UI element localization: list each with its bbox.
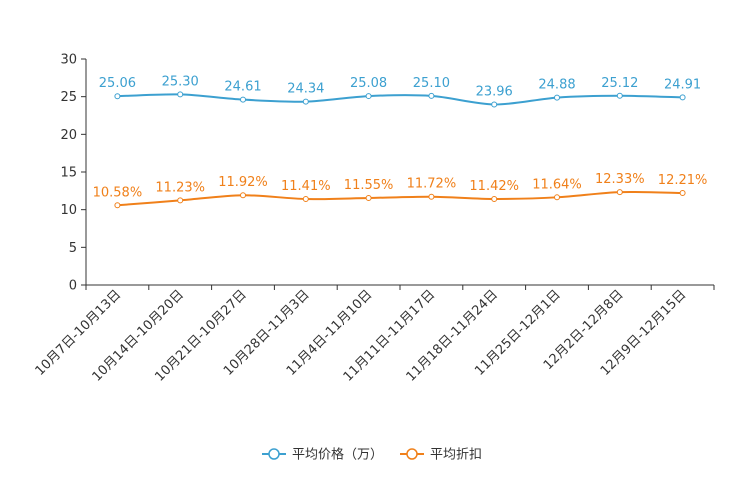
data-point <box>679 94 686 101</box>
legend-marker-icon <box>268 448 280 460</box>
data-point <box>616 92 623 99</box>
data-point <box>302 196 309 203</box>
chart-axes: 05101520253010月7日-10月13日10月14日-10月20日10月… <box>33 53 715 385</box>
series-line <box>117 190 683 207</box>
data-point <box>302 98 309 105</box>
data-point <box>114 93 121 100</box>
data-point <box>428 92 435 99</box>
data-label: 25.30 <box>162 74 199 89</box>
chart-legend: 平均价格（万） 平均折扣 <box>262 447 482 463</box>
data-label: 12.33% <box>595 172 645 187</box>
data-label: 10.58% <box>93 185 143 200</box>
data-label: 24.88 <box>538 78 575 93</box>
data-point <box>365 194 372 201</box>
data-label: 11.92% <box>218 175 268 190</box>
legend-item: 平均价格（万） <box>262 447 383 463</box>
legend-label: 平均价格（万） <box>292 447 383 463</box>
legend-label: 平均折扣 <box>430 448 482 463</box>
data-point <box>679 190 686 197</box>
data-point <box>554 94 560 101</box>
data-point <box>114 202 121 209</box>
data-label: 25.06 <box>99 76 136 91</box>
y-tick-label: 25 <box>60 90 77 105</box>
y-tick-label: 30 <box>60 53 77 68</box>
data-point <box>240 96 246 103</box>
y-tick-label: 0 <box>69 279 77 294</box>
data-label: 11.64% <box>532 177 582 192</box>
data-point <box>554 194 560 201</box>
series-avg-discount: 10.58% 11.23% 11.92% 11.41% 11.55% 11.72% 11.4… <box>93 172 708 209</box>
data-label: 25.12 <box>601 76 638 91</box>
data-label: 11.42% <box>469 179 519 194</box>
y-tick-label: 20 <box>60 128 77 143</box>
legend-marker-icon <box>406 448 418 460</box>
data-point <box>491 101 498 108</box>
data-label: 11.55% <box>344 178 394 193</box>
data-label: 24.34 <box>287 82 324 97</box>
data-label: 25.10 <box>413 76 450 91</box>
y-tick-label: 5 <box>69 241 77 256</box>
data-label: 23.96 <box>476 85 513 100</box>
data-point <box>177 197 184 204</box>
y-tick-label: 10 <box>60 203 77 218</box>
data-label: 11.23% <box>155 180 205 195</box>
y-tick-label: 15 <box>60 166 77 181</box>
data-point <box>240 192 246 199</box>
data-point <box>365 93 372 100</box>
series-line <box>117 93 683 106</box>
chart-series: 25.06 25.30 24.61 24.34 25.08 25.10 23.96 24.88… <box>93 74 708 209</box>
data-label: 24.61 <box>224 80 261 95</box>
data-label: 12.21% <box>658 173 708 188</box>
data-point <box>428 193 435 200</box>
data-label: 11.72% <box>407 177 457 192</box>
data-point <box>177 91 184 98</box>
data-point <box>491 195 498 202</box>
data-point <box>616 189 623 196</box>
data-label: 25.08 <box>350 76 387 91</box>
series-avg-price: 25.06 25.30 24.61 24.34 25.08 25.10 23.96 24.88… <box>99 74 701 108</box>
data-label: 24.91 <box>664 77 701 92</box>
legend-item: 平均折扣 <box>400 448 482 463</box>
data-label: 11.41% <box>281 179 331 194</box>
